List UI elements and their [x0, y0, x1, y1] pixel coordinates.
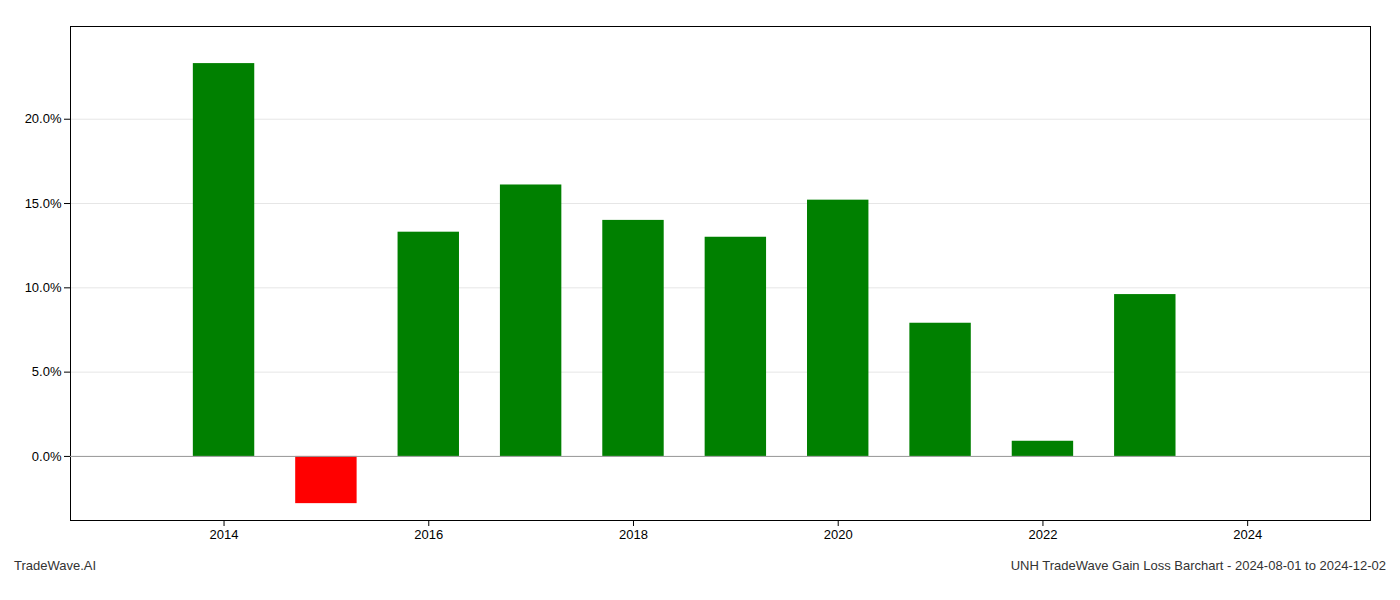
svg-text:2016: 2016 [414, 527, 443, 542]
svg-text:2020: 2020 [824, 527, 853, 542]
svg-text:5.0%: 5.0% [32, 364, 62, 379]
svg-text:20.0%: 20.0% [25, 111, 62, 126]
svg-text:0.0%: 0.0% [32, 449, 62, 464]
html-text:TradeWave.AI: TradeWave.AI [14, 558, 97, 573]
svg-text:10.0%: 10.0% [25, 280, 62, 295]
svg-text:2022: 2022 [1028, 527, 1057, 542]
svg-text:2014: 2014 [210, 527, 239, 542]
svg-text:2018: 2018 [619, 527, 648, 542]
svg-text:2024: 2024 [1233, 527, 1262, 542]
html-text:UNH TradeWave Gain Loss Barcha: UNH TradeWave Gain Loss Barchart - 2024-… [1010, 558, 1386, 573]
svg-text:15.0%: 15.0% [25, 196, 62, 211]
